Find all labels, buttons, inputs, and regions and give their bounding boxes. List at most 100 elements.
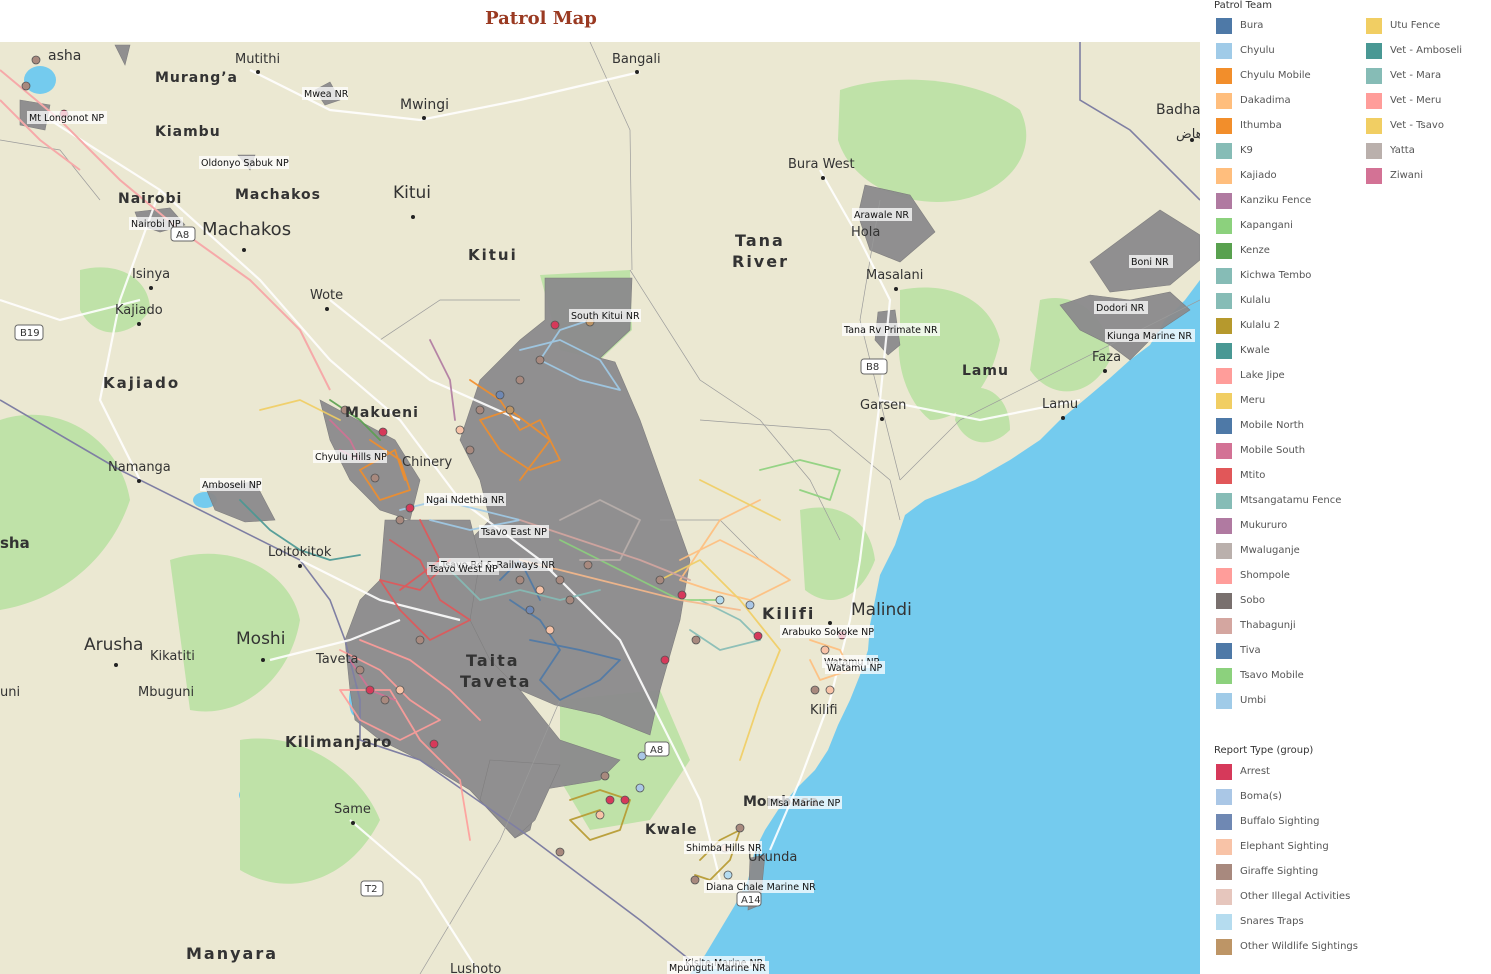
road-shield: B19 — [14, 324, 44, 341]
place-label: Machakos — [202, 219, 291, 240]
place-label: Makueni — [345, 405, 419, 421]
svg-text:Mpunguti Marine NR: Mpunguti Marine NR — [669, 963, 766, 974]
place-label: Mutithi — [235, 52, 280, 67]
legend-label: Meru — [1240, 395, 1266, 406]
legend-label: Vet - Amboseli — [1390, 45, 1463, 56]
legend-label: Kajiado — [1240, 170, 1277, 181]
place-label: Kajiado — [103, 374, 180, 392]
legend-label: Shompole — [1240, 570, 1290, 581]
legend-swatch — [1216, 914, 1232, 930]
place-label: Namanga — [108, 460, 171, 475]
place-label: Kitui — [393, 183, 431, 203]
place-label: Chinery — [402, 455, 453, 470]
place-label: Malindi — [851, 600, 912, 620]
place-label: Same — [334, 802, 371, 817]
legend-label: Tsavo Mobile — [1240, 670, 1304, 681]
lake-naivasha — [24, 66, 56, 94]
area-label: Diana Chale Marine NR — [704, 880, 816, 893]
legend-swatch — [1216, 889, 1232, 905]
protected-areas — [19, 44, 1200, 911]
area-label: Chyulu Hills NP — [313, 450, 387, 463]
legend-label: Yatta — [1390, 145, 1415, 156]
area-label: South Kitui NR — [569, 309, 641, 322]
place-label: Mwingi — [400, 97, 449, 113]
svg-text:A14: A14 — [741, 895, 761, 906]
legend-label: Giraffe Sighting — [1240, 866, 1319, 877]
road-shield: B8 — [860, 358, 888, 375]
legend-label: Lake Jipe — [1240, 370, 1285, 381]
legend-swatch — [1216, 118, 1232, 134]
patrol-map[interactable]: asha Mutithi Murang’a Bangali Mwingi Kia… — [0, 42, 1200, 974]
legend-label: Mobile South — [1240, 445, 1306, 456]
legend-swatch — [1216, 693, 1232, 709]
place-label: Moshi — [236, 629, 285, 649]
area-label: Arawale NR — [852, 208, 912, 221]
legend-swatch — [1216, 468, 1232, 484]
legend-label: K9 — [1240, 145, 1253, 156]
legend-swatch — [1216, 864, 1232, 880]
page-title: Patrol Map — [485, 8, 597, 29]
area-label: Ngai Ndethia NR — [424, 493, 506, 506]
svg-text:A8: A8 — [650, 745, 663, 756]
area-label: Tsavo West NP — [427, 562, 499, 575]
dodori-polygon — [1059, 291, 1191, 361]
legend-label: Mobile North — [1240, 420, 1304, 431]
place-label: Kajiado — [115, 303, 163, 318]
legend-label: Dakadima — [1240, 95, 1291, 106]
svg-text:Nairobi NP: Nairobi NP — [131, 219, 181, 230]
svg-text:Shimba Hills NR: Shimba Hills NR — [686, 843, 762, 854]
place-label: Lamu — [962, 363, 1009, 379]
legend-swatch — [1216, 18, 1232, 34]
svg-text:Chyulu Hills NP: Chyulu Hills NP — [315, 452, 387, 463]
legend-swatch — [1216, 268, 1232, 284]
legend-label: Other Illegal Activities — [1240, 891, 1351, 902]
place-label: Masalani — [866, 268, 923, 283]
svg-text:Watamu NP: Watamu NP — [827, 663, 883, 674]
svg-text:Mwea NR: Mwea NR — [304, 89, 349, 100]
legend-label: Mtsangatamu Fence — [1240, 495, 1342, 506]
svg-text:Arabuko Sokoke NP: Arabuko Sokoke NP — [782, 627, 874, 638]
area-label: Kiunga Marine NR — [1105, 329, 1195, 342]
place-label: Manyara — [186, 944, 278, 963]
legend-swatch — [1216, 568, 1232, 584]
legend-label: Boma(s) — [1240, 791, 1282, 802]
area-label: Dodori NR — [1094, 301, 1148, 314]
legend-label: Mwaluganje — [1240, 545, 1300, 556]
place-label: Garsen — [860, 398, 906, 413]
svg-text:Tana Rv Primate NR: Tana Rv Primate NR — [843, 325, 938, 336]
svg-text:Oldonyo Sabuk NP: Oldonyo Sabuk NP — [201, 158, 289, 169]
legend-swatch — [1216, 68, 1232, 84]
tsavo-east-polygon — [459, 277, 691, 736]
place-label: Hola — [851, 225, 880, 240]
patrol-team-legend-title: Patrol Team — [1214, 0, 1273, 11]
legend-swatch — [1366, 143, 1382, 159]
place-label: هاض — [1176, 127, 1200, 142]
legend-label: Ithumba — [1240, 120, 1282, 131]
place-label: Faza — [1092, 350, 1121, 365]
svg-text:T2: T2 — [364, 884, 377, 895]
area-label: Watamu NP — [825, 661, 885, 674]
svg-text:Arawale NR: Arawale NR — [854, 210, 909, 221]
legend-label: Mtito — [1240, 470, 1266, 481]
place-label: Kiambu — [155, 124, 221, 140]
map-panel[interactable]: asha Mutithi Murang’a Bangali Mwingi Kia… — [0, 42, 1200, 974]
legend-swatch — [1216, 93, 1232, 109]
report-points — [21, 55, 847, 885]
place-label: Loitokitok — [268, 545, 332, 560]
legend-label: Tiva — [1240, 645, 1261, 656]
legend-swatch — [1216, 343, 1232, 359]
area-label: Tsavo East NP — [479, 525, 549, 538]
legend-swatch — [1216, 618, 1232, 634]
legend-swatch — [1216, 318, 1232, 334]
place-label: Bangali — [612, 52, 661, 67]
svg-text:Mt Longonot NP: Mt Longonot NP — [29, 113, 104, 124]
place-label: Kwale — [645, 822, 698, 838]
place-label: Taveta — [315, 652, 359, 667]
legend-swatch — [1216, 143, 1232, 159]
legend-swatch — [1216, 593, 1232, 609]
legend-label: Vet - Mara — [1390, 70, 1442, 81]
place-label: Machakos — [235, 187, 321, 203]
country-borders — [0, 42, 1200, 961]
legend-label: Kwale — [1240, 345, 1270, 356]
legend-label: Other Wildlife Sightings — [1240, 941, 1358, 952]
